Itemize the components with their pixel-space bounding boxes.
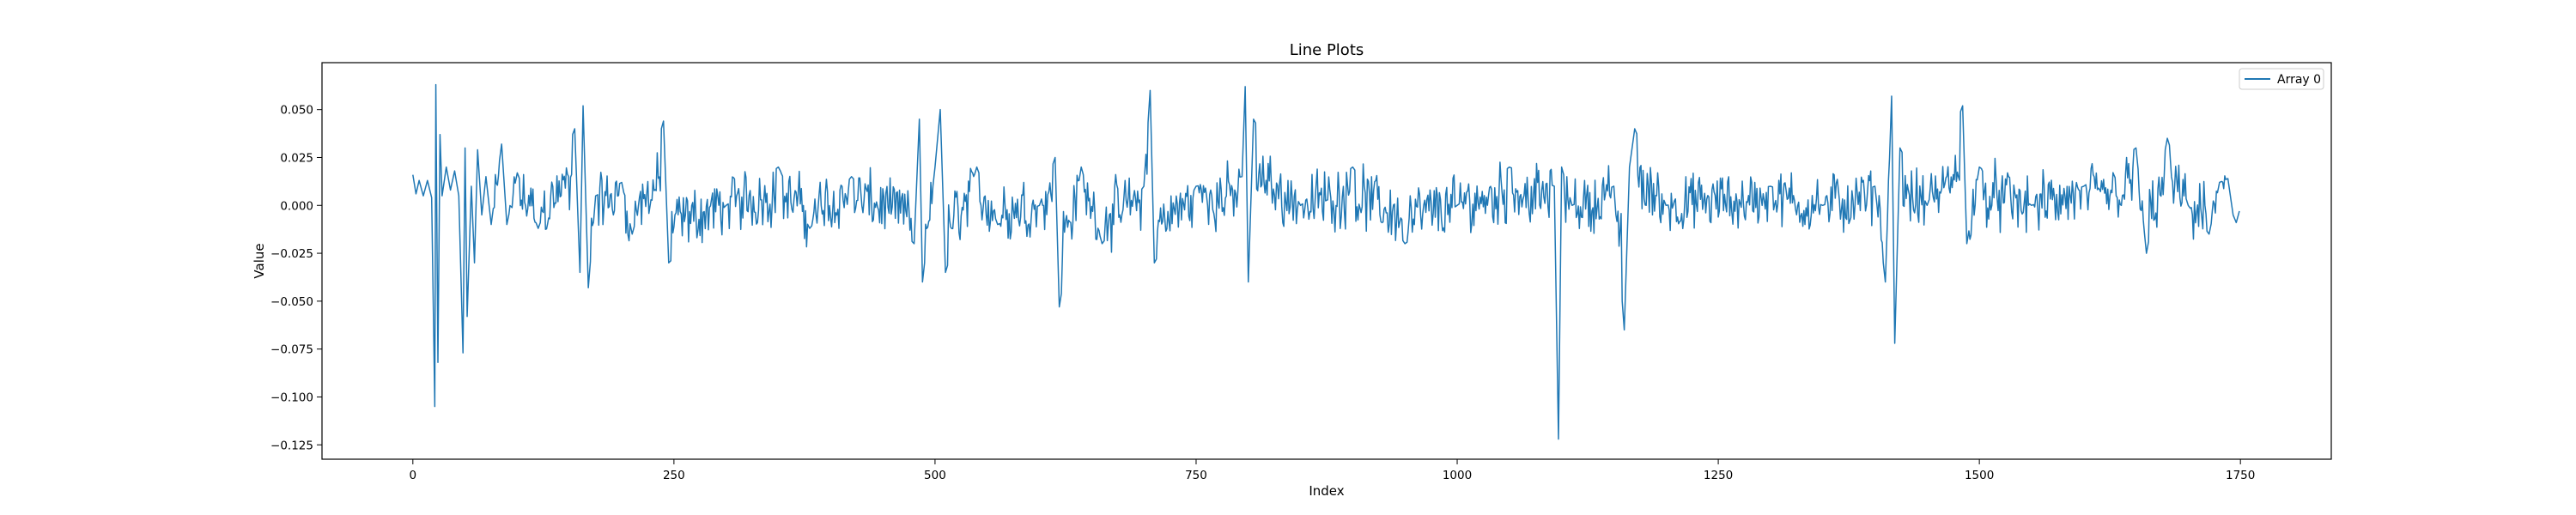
y-tick-label: −0.075 <box>270 343 313 357</box>
series-layer <box>412 83 2240 440</box>
x-axis-ticks: 0 250 500 750 1000 1250 1500 1750 <box>410 459 2255 482</box>
x-tick-label: 1000 <box>1443 469 1472 482</box>
y-axis-ticks: −0.125 −0.100 −0.075 −0.050 −0.025 0.000 0.025… <box>270 104 322 452</box>
legend: Array 0 <box>2239 68 2324 90</box>
y-tick-label: −0.050 <box>270 295 313 309</box>
series-line-array-0 <box>412 83 2240 440</box>
x-tick-label: 500 <box>924 469 946 482</box>
x-tick-label: 250 <box>663 469 685 482</box>
x-tick-label: 1500 <box>1965 469 1994 482</box>
y-axis-title: Value <box>252 243 267 278</box>
legend-label: Array 0 <box>2277 73 2321 87</box>
y-tick-label: −0.125 <box>270 439 313 452</box>
y-tick-label: 0.000 <box>280 199 313 213</box>
x-axis-title: Index <box>1309 483 1344 499</box>
y-tick-label: −0.025 <box>270 247 313 261</box>
y-tick-label: 0.025 <box>280 151 313 165</box>
x-tick-label: 1250 <box>1704 469 1733 482</box>
chart-title: Line Plots <box>1290 41 1364 59</box>
x-tick-label: 750 <box>1185 469 1207 482</box>
x-tick-label: 0 <box>410 469 417 482</box>
legend-frame <box>2239 68 2324 90</box>
y-tick-label: −0.100 <box>270 391 313 404</box>
y-tick-label: 0.050 <box>280 104 313 118</box>
x-tick-label: 1750 <box>2226 469 2255 482</box>
plot-area-frame <box>321 62 2332 460</box>
